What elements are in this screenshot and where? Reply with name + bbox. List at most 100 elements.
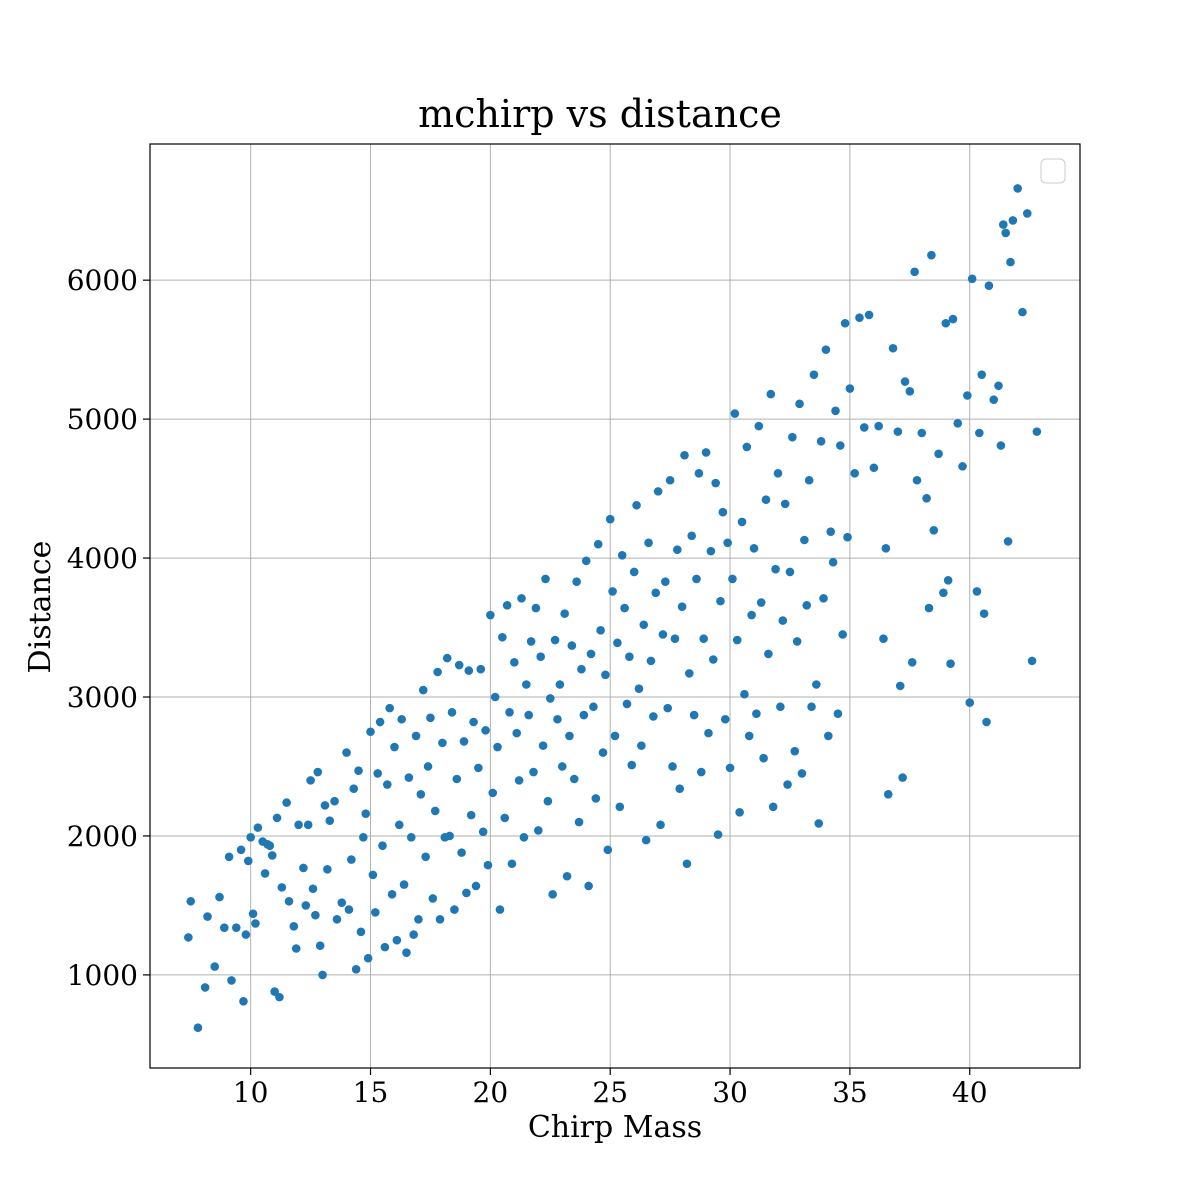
- scatter-point: [203, 912, 212, 921]
- scatter-point: [898, 773, 907, 782]
- scatter-point: [989, 395, 999, 404]
- scatter-point: [809, 370, 819, 379]
- scatter-point: [227, 976, 236, 985]
- scatter-point: [790, 746, 800, 756]
- scatter-point: [318, 970, 327, 980]
- x-tick-label: 30: [712, 1076, 748, 1109]
- scatter-point: [371, 908, 380, 917]
- scatter-point: [603, 845, 613, 855]
- scatter-point: [428, 894, 438, 903]
- scatter-point: [289, 921, 299, 931]
- scatter-point: [797, 769, 807, 778]
- scatter-point: [557, 762, 567, 771]
- scatter-point: [939, 588, 948, 598]
- scatter-point: [651, 588, 661, 598]
- scatter-point: [675, 784, 685, 794]
- scatter-point: [907, 657, 917, 667]
- scatter-point: [442, 653, 452, 663]
- scatter-point: [816, 437, 826, 446]
- scatter-point: [361, 809, 371, 819]
- scatter-point: [689, 710, 699, 720]
- scatter-point: [764, 649, 773, 659]
- x-tick-label: 40: [952, 1076, 988, 1109]
- scatter-point: [382, 780, 392, 789]
- scatter-point: [943, 575, 953, 585]
- scatter-point: [243, 856, 253, 866]
- scatter-point: [483, 860, 493, 870]
- scatter-point: [332, 915, 342, 924]
- y-tick-label: 6000: [67, 264, 138, 297]
- scatter-point: [452, 774, 462, 784]
- scatter-point: [831, 406, 840, 416]
- scatter-point: [589, 702, 598, 712]
- scatter-point: [231, 923, 241, 932]
- scatter-point: [972, 587, 982, 596]
- scatter-point: [311, 910, 320, 920]
- scatter-point: [248, 909, 258, 919]
- scatter-point: [224, 852, 234, 862]
- scatter-point: [754, 421, 764, 431]
- scatter-point: [454, 660, 464, 670]
- scatter-point: [766, 389, 776, 399]
- scatter-point: [625, 652, 634, 662]
- scatter-point: [855, 313, 864, 322]
- scatter-point: [433, 667, 442, 677]
- scatter-point: [605, 514, 615, 524]
- scatter-point: [879, 634, 888, 643]
- scatter-point: [924, 603, 934, 613]
- scatter-point: [593, 539, 603, 549]
- scatter-point: [658, 630, 668, 639]
- scatter-point: [368, 870, 378, 880]
- scatter-point: [761, 495, 771, 505]
- scatter-point: [629, 567, 639, 577]
- scatter-point: [756, 598, 766, 607]
- y-tick-label: 1000: [67, 959, 138, 992]
- scatter-point: [344, 905, 354, 914]
- scatter-point: [1013, 184, 1022, 193]
- scatter-point: [591, 794, 601, 803]
- scatter-point: [447, 707, 457, 717]
- scatter-point: [186, 896, 196, 906]
- scatter-point: [486, 610, 495, 620]
- scatter-point: [737, 517, 747, 527]
- scatter-point: [644, 538, 653, 548]
- grid-lines: [150, 144, 1080, 1068]
- scatter-point: [507, 859, 517, 869]
- scatter-point: [812, 680, 821, 689]
- scatter-point: [251, 919, 260, 928]
- scatter-point: [505, 707, 514, 717]
- scatter-point: [804, 475, 814, 485]
- scatter-point: [323, 865, 332, 874]
- scatter-point: [732, 635, 742, 645]
- scatter-point: [536, 652, 545, 662]
- scatter-point: [979, 609, 989, 618]
- scatter-point: [819, 594, 828, 603]
- scatter-point: [840, 318, 850, 328]
- scatter-point: [874, 421, 883, 431]
- scatter-point: [838, 630, 848, 639]
- scatter-point: [1001, 228, 1010, 238]
- scatter-point: [390, 742, 399, 752]
- scatter-point: [349, 784, 359, 794]
- scatter-point: [783, 780, 792, 789]
- scatter-point: [708, 655, 718, 664]
- scatter-point: [723, 538, 732, 548]
- scatter-point: [567, 641, 577, 650]
- scatter-point: [301, 901, 311, 910]
- scatter-point: [430, 806, 440, 816]
- scatter-point: [184, 933, 193, 942]
- scatter-point: [474, 763, 483, 773]
- scatter-point: [531, 603, 541, 613]
- scatter-point: [620, 603, 629, 613]
- scatter-point: [284, 896, 294, 906]
- scatter-point: [730, 409, 740, 418]
- scatter-point: [850, 469, 859, 478]
- scatter-point: [272, 813, 282, 823]
- scatter-point: [704, 728, 713, 738]
- scatter-point: [450, 905, 459, 914]
- scatter-point: [378, 841, 387, 850]
- scatter-point: [692, 574, 701, 584]
- scatter-point: [241, 930, 251, 939]
- scatter-point: [601, 670, 610, 680]
